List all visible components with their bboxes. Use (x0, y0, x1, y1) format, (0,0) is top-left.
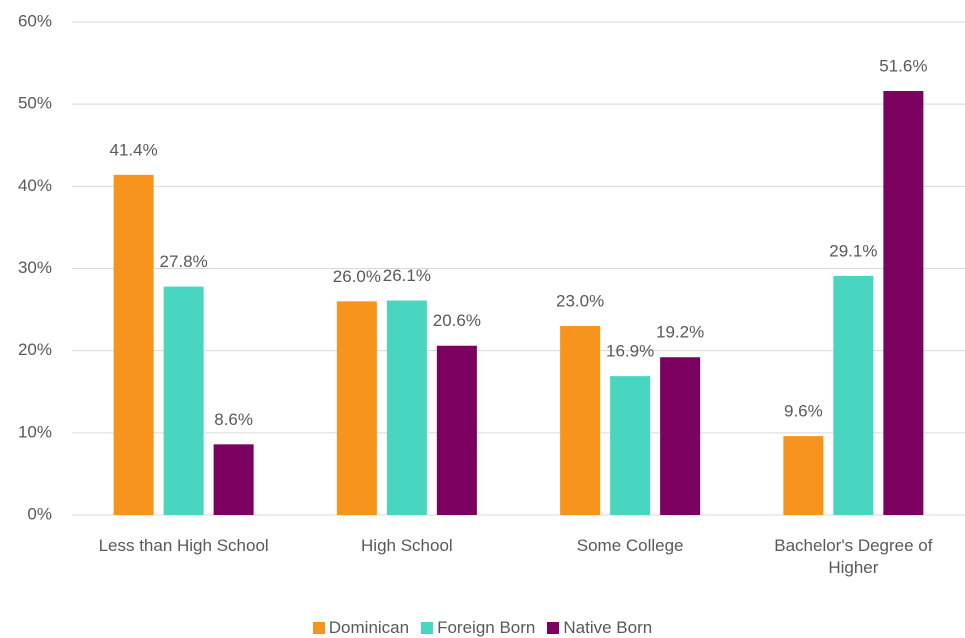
x-tick-label: Bachelor's Degree of Higher (774, 536, 933, 577)
legend-label: Foreign Born (437, 618, 536, 637)
x-tick-label: High School (361, 536, 453, 555)
y-tick-label: 10% (18, 422, 52, 441)
legend-swatch (421, 622, 434, 634)
y-tick-label: 40% (18, 176, 52, 195)
bar (783, 436, 824, 515)
bar (660, 357, 701, 515)
data-label: 23.0% (556, 292, 604, 311)
bar (113, 174, 154, 515)
data-label: 19.2% (656, 323, 704, 342)
data-label: 27.8% (160, 252, 208, 271)
bar (883, 91, 924, 516)
bar (386, 300, 427, 515)
x-tick-label: Some College (576, 536, 684, 555)
y-tick-label: 60% (18, 11, 52, 30)
data-label: 41.4% (110, 140, 158, 159)
y-tick-label: 50% (18, 94, 52, 113)
data-label: 20.6% (433, 311, 481, 330)
bar (560, 326, 601, 515)
bar (163, 286, 204, 515)
legend-swatch (547, 622, 560, 634)
legend-item: Native Born (547, 618, 652, 637)
legend-item: Dominican (312, 618, 410, 637)
bar (213, 444, 254, 515)
data-label: 16.9% (606, 342, 654, 361)
bar (436, 345, 477, 515)
bar (833, 275, 874, 515)
y-tick-label: 0% (27, 504, 52, 523)
x-tick-label: Less than High School (98, 536, 269, 555)
legend: Dominican Foreign Born Native Born (0, 618, 965, 638)
data-label: 9.6% (784, 402, 823, 421)
data-label: 26.1% (383, 266, 431, 285)
bar (336, 301, 377, 515)
legend-label: Native Born (563, 618, 653, 637)
data-label: 29.1% (829, 241, 877, 260)
legend-label: Dominican (328, 618, 410, 637)
bar (610, 376, 651, 515)
data-label: 8.6% (214, 410, 253, 429)
data-label: 26.0% (333, 267, 381, 286)
y-tick-label: 20% (18, 340, 52, 359)
data-label: 51.6% (879, 57, 927, 76)
legend-item: Foreign Born (421, 618, 535, 637)
chart: 0%10%20%30%40%50%60%41.4%27.8%8.6%26.0% 2… (18, 11, 965, 523)
y-tick-label: 30% (18, 258, 52, 277)
legend-swatch (312, 622, 325, 634)
